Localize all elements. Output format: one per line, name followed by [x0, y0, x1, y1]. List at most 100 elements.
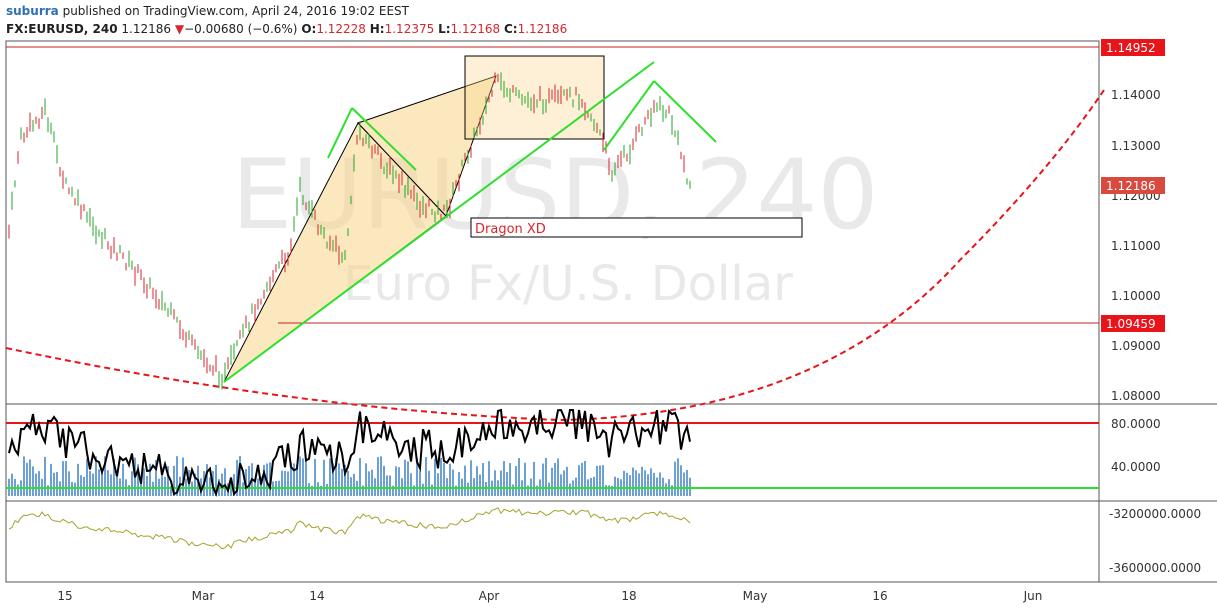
osc-bar	[629, 475, 631, 496]
osc-bar	[284, 470, 286, 496]
open-value: 1.12228	[316, 22, 366, 36]
osc-bar	[221, 473, 223, 496]
osc-bar	[287, 471, 289, 496]
osc-bar	[77, 463, 79, 496]
osc-bar	[11, 473, 13, 496]
green-zigzag-2a[interactable]	[603, 80, 655, 151]
osc-bar	[365, 463, 367, 496]
osc-bar	[623, 470, 625, 496]
watermark-subtitle: Euro Fx/U.S. Dollar	[343, 256, 793, 312]
down-arrow-icon: ▼	[174, 22, 185, 36]
osc-bar	[131, 471, 133, 496]
pattern-label-box[interactable]	[470, 217, 803, 238]
osc-bar	[575, 477, 577, 496]
osc-bar	[260, 476, 262, 496]
green-zigzag-1b[interactable]	[351, 107, 417, 171]
osc-bar	[611, 485, 613, 496]
osc-bar	[581, 462, 583, 496]
osc-bar	[470, 460, 472, 496]
dashed-curve[interactable]	[5, 89, 1105, 422]
osc-bar	[56, 471, 58, 496]
osc-bar	[368, 471, 370, 496]
time-tick: 16	[872, 589, 887, 603]
osc-bar	[674, 461, 676, 496]
osc-bar	[680, 465, 682, 496]
osc-tick: 80.0000	[1111, 417, 1161, 431]
osc-bar	[317, 482, 319, 496]
osc-bar	[167, 466, 169, 496]
time-axis[interactable]: 15 Mar 14 Apr 18 May 16 Jun	[57, 589, 1042, 603]
osc-bar	[641, 466, 643, 496]
trendline-support[interactable]	[223, 61, 655, 383]
osc-bar	[104, 456, 106, 496]
osc-bar	[359, 458, 361, 496]
price-tag-bg	[1101, 39, 1165, 56]
osc-bar	[86, 458, 88, 496]
osc-bar	[209, 477, 211, 496]
osc-bar	[242, 482, 244, 496]
osc-bar	[425, 457, 427, 496]
osc-bar	[479, 474, 481, 496]
osc-bar	[563, 470, 565, 496]
time-tick: Mar	[192, 589, 215, 603]
osc-bar	[476, 466, 478, 496]
osc-bar	[149, 463, 151, 496]
osc-bar	[509, 463, 511, 496]
osc-bar	[686, 469, 688, 496]
price-tick: 1.14000	[1111, 88, 1161, 102]
green-zigzag-2b[interactable]	[653, 80, 717, 143]
osc-bar	[593, 476, 595, 496]
osc-bar	[182, 457, 184, 496]
osc-bar	[224, 468, 226, 496]
adl-tick: -3600000.0000	[1109, 561, 1201, 575]
osc-bar	[164, 476, 166, 496]
osc-bar	[293, 463, 295, 496]
close-value: 1.12186	[517, 22, 568, 36]
osc-bar	[536, 485, 538, 496]
author-name[interactable]: suburra	[6, 4, 59, 18]
osc-bar	[605, 485, 607, 496]
osc-bar	[560, 474, 562, 496]
osc-bar	[263, 464, 265, 496]
price-tag-bg	[1101, 315, 1165, 332]
osc-bar	[122, 463, 124, 496]
osc-bar	[413, 485, 415, 496]
osc-bar	[371, 469, 373, 496]
green-zigzag-1a[interactable]	[327, 107, 353, 159]
osc-bar	[383, 465, 385, 496]
low-label: L:	[438, 22, 451, 36]
osc-bar	[80, 475, 82, 496]
osc-bar	[644, 470, 646, 496]
osc-bar	[602, 465, 604, 496]
time-tick: 14	[309, 589, 324, 603]
osc-bar	[659, 472, 661, 496]
osc-bar	[155, 460, 157, 496]
osc-bar	[29, 459, 31, 496]
price-axis[interactable]: 1.14000 1.13000 1.12000 1.11000 1.10000 …	[1111, 88, 1161, 403]
price-tag-resistance: 1.14952	[1106, 41, 1156, 55]
price-tag-bg	[1101, 177, 1165, 194]
price-candles	[8, 72, 691, 390]
osc-bar	[422, 483, 424, 496]
price-tick: 1.11000	[1111, 239, 1161, 253]
price-tick: 1.10000	[1111, 289, 1161, 303]
osc-bar	[323, 459, 325, 496]
osc-bar	[170, 485, 172, 496]
osc-bar	[428, 470, 430, 496]
osc-bar	[506, 471, 508, 496]
osc-bar	[455, 485, 457, 496]
osc-bar	[566, 466, 568, 496]
osc-bar	[146, 475, 148, 496]
osc-bar	[449, 463, 451, 496]
time-tick: May	[743, 589, 768, 603]
osc-bar	[416, 457, 418, 496]
osc-bar	[116, 473, 118, 496]
osc-bar	[392, 485, 394, 496]
osc-bar	[35, 473, 37, 496]
osc-bar	[332, 463, 334, 496]
osc-bar	[590, 477, 592, 496]
osc-bar	[635, 470, 637, 496]
osc-bar	[194, 473, 196, 496]
osc-bar	[647, 474, 649, 496]
